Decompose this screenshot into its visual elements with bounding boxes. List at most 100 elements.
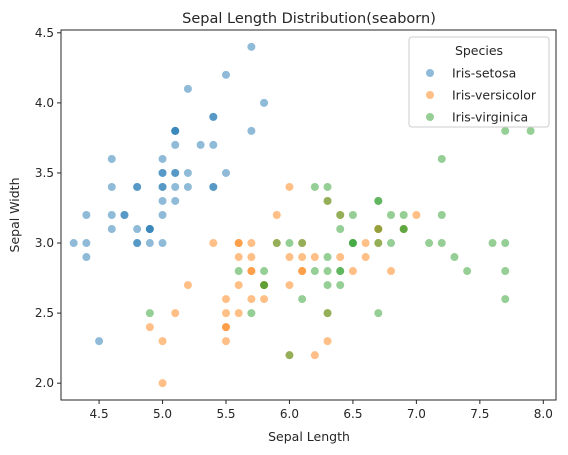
data-point bbox=[158, 196, 167, 205]
x-tick-label: 5.5 bbox=[216, 407, 235, 421]
data-point bbox=[399, 225, 408, 234]
data-point bbox=[171, 140, 180, 149]
x-axis-ticks: 4.5 5.0 5.5 6.0 6.5 7.0 7.5 8.0 bbox=[90, 400, 553, 421]
data-point bbox=[222, 337, 230, 346]
y-tick-label: 2.0 bbox=[35, 376, 54, 390]
chart-title: Sepal Length Distribution(seaborn) bbox=[182, 11, 436, 27]
data-point bbox=[463, 267, 472, 276]
data-point bbox=[247, 239, 256, 248]
legend: Species Iris-setosa Iris-versicolor Iris-v… bbox=[408, 36, 550, 128]
data-point bbox=[158, 168, 167, 177]
data-point bbox=[336, 253, 345, 262]
data-point bbox=[183, 281, 192, 290]
data-point bbox=[183, 168, 192, 177]
data-point bbox=[272, 211, 281, 219]
data-point bbox=[158, 211, 167, 219]
data-point bbox=[158, 154, 167, 163]
data-point bbox=[488, 239, 497, 248]
legend-label: Iris-virginica bbox=[452, 110, 528, 125]
legend-items: Iris-setosa Iris-versicolor Iris-virginica bbox=[426, 66, 537, 125]
data-point bbox=[387, 239, 395, 248]
data-point bbox=[260, 281, 269, 290]
data-point bbox=[209, 140, 218, 149]
x-tick-label: 4.5 bbox=[90, 407, 109, 421]
data-point bbox=[107, 154, 116, 163]
data-point bbox=[374, 239, 383, 248]
data-point bbox=[387, 211, 395, 219]
data-point bbox=[425, 239, 434, 248]
data-point bbox=[310, 182, 319, 191]
data-point bbox=[348, 211, 357, 219]
legend-frame bbox=[408, 36, 550, 128]
data-point bbox=[247, 295, 256, 304]
data-point bbox=[82, 211, 91, 219]
data-point bbox=[374, 196, 383, 205]
data-point bbox=[145, 225, 154, 234]
x-tick-label: 8.0 bbox=[534, 407, 553, 421]
data-point bbox=[133, 182, 142, 191]
data-point bbox=[247, 309, 256, 318]
data-point bbox=[107, 211, 116, 219]
y-tick-label: 3.5 bbox=[35, 166, 54, 180]
data-point bbox=[234, 309, 243, 318]
data-point bbox=[298, 239, 307, 248]
data-point bbox=[247, 267, 256, 276]
legend-title: Species bbox=[455, 43, 503, 58]
data-point bbox=[145, 239, 154, 248]
x-tick-label: 5.0 bbox=[153, 407, 172, 421]
data-point bbox=[133, 225, 142, 234]
data-point bbox=[247, 253, 256, 262]
legend-label: Iris-setosa bbox=[452, 66, 516, 81]
data-point bbox=[285, 239, 294, 248]
data-point bbox=[120, 211, 129, 219]
data-point bbox=[336, 225, 345, 234]
plot-frame bbox=[60, 29, 557, 401]
data-point bbox=[323, 309, 332, 318]
data-point bbox=[222, 323, 230, 332]
data-point bbox=[171, 309, 180, 318]
data-point bbox=[501, 239, 510, 248]
data-point bbox=[209, 239, 218, 248]
data-point bbox=[133, 239, 142, 248]
data-point bbox=[348, 239, 357, 248]
x-tick-label: 7.5 bbox=[470, 407, 489, 421]
data-point bbox=[171, 182, 180, 191]
data-point bbox=[95, 337, 104, 346]
data-point bbox=[298, 253, 307, 262]
data-point bbox=[501, 295, 510, 304]
data-point bbox=[374, 225, 383, 234]
data-point bbox=[310, 351, 319, 360]
data-point bbox=[222, 309, 230, 318]
data-point bbox=[82, 253, 91, 262]
points-layer bbox=[69, 42, 535, 388]
legend-label: Iris-versicolor bbox=[452, 88, 537, 103]
data-point bbox=[158, 379, 167, 388]
data-point bbox=[234, 253, 243, 262]
data-point bbox=[336, 267, 345, 276]
data-point bbox=[501, 267, 510, 276]
data-point bbox=[323, 267, 332, 276]
y-tick-label: 4.0 bbox=[35, 96, 54, 110]
data-point bbox=[285, 351, 294, 360]
data-point bbox=[107, 225, 116, 234]
data-point bbox=[69, 239, 78, 248]
legend-marker bbox=[426, 69, 434, 77]
data-point bbox=[158, 337, 167, 346]
data-point bbox=[145, 309, 154, 318]
data-point bbox=[234, 281, 243, 290]
data-point bbox=[260, 267, 269, 276]
data-point bbox=[336, 281, 345, 290]
data-point bbox=[501, 126, 510, 135]
series-1 bbox=[69, 42, 269, 346]
data-point bbox=[399, 211, 408, 219]
data-point bbox=[526, 126, 535, 135]
data-point bbox=[209, 182, 218, 191]
data-point bbox=[298, 267, 307, 276]
y-tick-label: 2.5 bbox=[35, 306, 54, 320]
y-axis-ticks: 2.0 2.5 3.0 3.5 4.0 4.5 bbox=[35, 26, 61, 390]
data-point bbox=[234, 267, 243, 276]
data-point bbox=[336, 211, 345, 219]
data-point bbox=[361, 253, 370, 262]
data-point bbox=[260, 295, 269, 304]
